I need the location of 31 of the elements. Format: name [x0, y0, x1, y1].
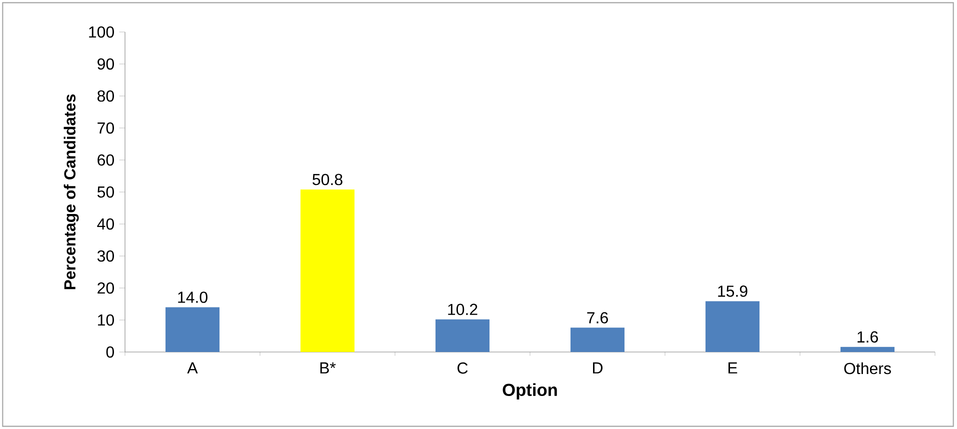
data-label: 15.9: [718, 286, 748, 297]
y-tick-label: 20: [98, 282, 114, 294]
y-tick-label: 40: [97, 218, 114, 230]
bar: [436, 319, 490, 352]
x-tick-label: A: [187, 362, 198, 374]
data-label: 10.2: [448, 304, 478, 316]
x-tick-label: C: [458, 362, 468, 374]
data-label: 1.6: [858, 331, 878, 343]
data-label: 14.0: [178, 292, 208, 303]
y-tick-label: 70: [98, 122, 114, 134]
y-tick-label: 10: [98, 314, 114, 326]
y-tick-label: 100: [89, 26, 114, 38]
bar: [166, 307, 220, 352]
bar: [706, 301, 760, 352]
data-label: 50.8: [312, 174, 342, 186]
y-tick-label: 60: [98, 154, 114, 166]
x-tick-label: Others: [844, 362, 891, 374]
data-label: 7.6: [587, 312, 608, 324]
x-tick-label: E: [728, 362, 738, 374]
y-tick-label: 80: [97, 90, 114, 102]
x-tick-label: D: [593, 362, 603, 374]
x-tick-label: B*: [320, 362, 336, 374]
x-axis-title: Option: [502, 383, 557, 400]
y-tick-label: 50: [97, 186, 114, 198]
bar: [840, 346, 895, 352]
bar: [570, 328, 625, 352]
bar: [300, 189, 354, 352]
y-tick-label: 30: [97, 250, 114, 262]
y-axis-title: Percentage of Candidates: [64, 94, 79, 290]
y-tick-label: 90: [98, 58, 114, 70]
y-tick-label: 0: [106, 346, 114, 358]
